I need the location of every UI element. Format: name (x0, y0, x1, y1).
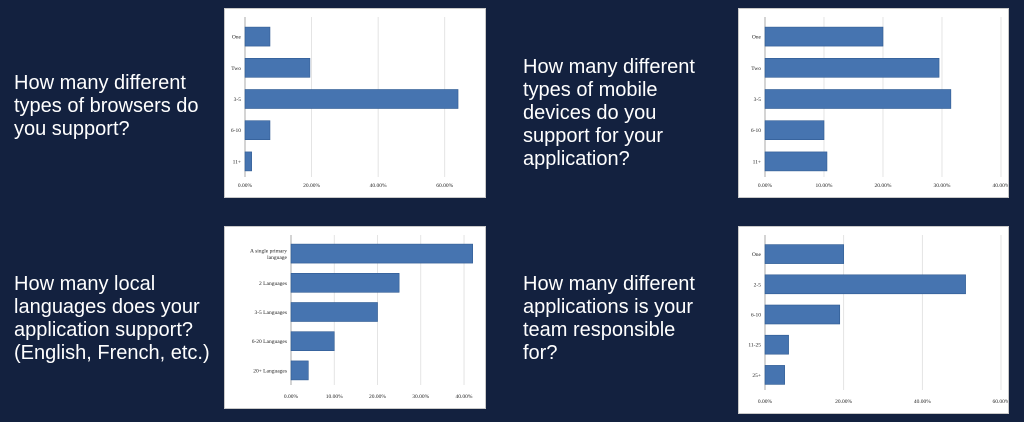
x-tick-label: 60.00% (436, 183, 453, 189)
bar (244, 26, 271, 47)
bar (244, 120, 271, 140)
category-label: Two (231, 66, 241, 72)
x-tick-label: 30.00% (934, 183, 951, 189)
x-tick-label: 60.00% (993, 399, 1008, 405)
question-applications: How many different applications is your … (523, 273, 695, 364)
bar (290, 243, 473, 264)
bar (764, 304, 841, 325)
x-tick-label: 0.00% (758, 399, 773, 405)
bar-chart-svg: 0.00% 10.00% 20.00% 30.00% 40.00% A single pr… (250, 235, 473, 400)
category-label: 11+ (233, 159, 241, 165)
x-tick-label: 0.00% (758, 183, 773, 189)
bar (764, 57, 940, 78)
bar (290, 331, 335, 351)
bar (764, 151, 828, 172)
chart-applications: 0.00% 20.00% 40.00% 60.00% One 2-5 6-10 11-25 25… (738, 226, 1009, 414)
bar-chart-svg: 0.00% 20.00% 40.00% 60.00% One 2-5 6-10 11-25 25… (748, 235, 1008, 405)
x-tick-label: 0.00% (284, 394, 299, 400)
x-tick-label: 10.00% (326, 394, 343, 400)
category-label: Two (751, 66, 761, 72)
bar-chart-svg: 0.00% 20.00% 40.00% 60.00% One Two 3-5 6-10 11+ (231, 17, 459, 189)
category-label: 6-10 (751, 128, 761, 134)
chart-browsers: 0.00% 20.00% 40.00% 60.00% One Two 3-5 6-10 11+ (224, 8, 486, 198)
chart-languages: 0.00% 10.00% 20.00% 30.00% 40.00% A single pr… (224, 226, 486, 409)
bar (764, 26, 884, 47)
category-label: 3-5 Languages (254, 310, 287, 316)
x-tick-label: 30.00% (412, 394, 429, 400)
category-label: 3-5 (234, 97, 242, 103)
bar (290, 272, 400, 293)
category-label: 2 Languages (259, 281, 287, 287)
x-tick-label: 20.00% (303, 183, 320, 189)
x-tick-label: 40.00% (370, 183, 387, 189)
category-label: One (752, 252, 762, 258)
category-label: 6-10 (231, 128, 241, 134)
question-mobile-devices: How many different types of mobile devic… (523, 56, 695, 170)
bar-chart-svg: 0.00% 10.00% 20.00% 30.00% 40.00% One Two 3-5 6-… (751, 17, 1008, 189)
bar (764, 334, 789, 355)
x-tick-label: 40.00% (914, 399, 931, 405)
bar (244, 57, 311, 78)
x-tick-label: 0.00% (238, 183, 253, 189)
category-label: 2-5 (754, 282, 762, 288)
category-label: 6-20 Languages (252, 339, 287, 345)
bar (244, 151, 252, 172)
bar (290, 302, 378, 322)
category-label: 25+ (752, 373, 761, 379)
category-label: A single primary language (250, 248, 288, 261)
question-languages: How many local languages does your appli… (14, 273, 210, 364)
x-tick-label: 20.00% (369, 394, 386, 400)
chart-mobile-devices: 0.00% 10.00% 20.00% 30.00% 40.00% One Two 3-5 6-… (738, 8, 1009, 198)
bar (764, 365, 785, 385)
category-label: 20+ Languages (253, 368, 287, 374)
category-label: 11-25 (748, 343, 761, 349)
bar (244, 89, 459, 109)
x-tick-label: 10.00% (816, 183, 833, 189)
category-label: One (232, 35, 242, 41)
bar (764, 274, 966, 295)
category-label: One (752, 35, 762, 41)
x-tick-label: 20.00% (835, 399, 852, 405)
category-label: 6-10 (751, 313, 761, 319)
x-tick-label: 20.00% (875, 183, 892, 189)
bar (764, 244, 844, 264)
bar (290, 360, 309, 381)
category-label: 11+ (753, 159, 761, 165)
question-browsers: How many different types of browsers do … (14, 72, 199, 140)
bar (764, 89, 952, 109)
bar (764, 120, 825, 140)
x-tick-label: 40.00% (456, 394, 473, 400)
x-tick-label: 40.00% (993, 183, 1008, 189)
category-label: 3-5 (754, 97, 762, 103)
